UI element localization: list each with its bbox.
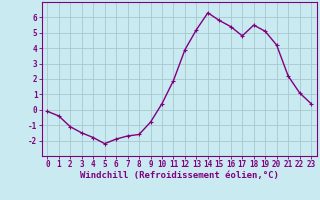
- X-axis label: Windchill (Refroidissement éolien,°C): Windchill (Refroidissement éolien,°C): [80, 171, 279, 180]
